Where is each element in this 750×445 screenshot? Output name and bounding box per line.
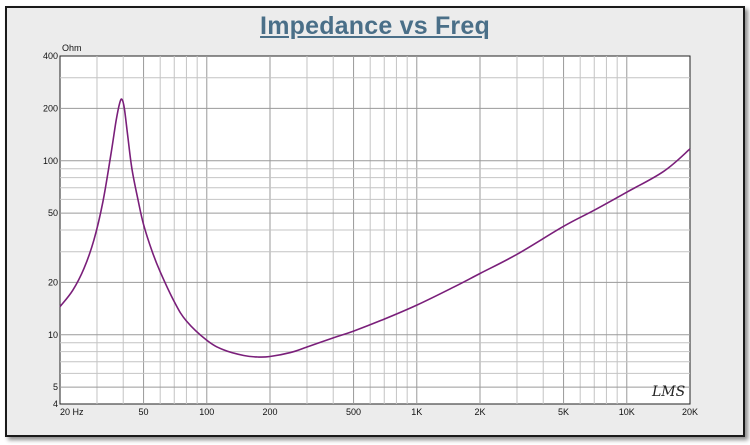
x-tick-label: 10K xyxy=(619,407,635,417)
y-tick-label: 200 xyxy=(43,103,58,113)
y-tick-label: 5 xyxy=(53,382,58,392)
x-tick-label: 500 xyxy=(346,407,361,417)
grid xyxy=(60,56,690,404)
x-tick-label: 2K xyxy=(474,407,485,417)
y-axis-ticks: 400 200 100 50 20 10 5 4 xyxy=(43,51,58,409)
y-tick-label: 4 xyxy=(53,399,58,409)
x-axis-ticks: 20 Hz 50 100 200 500 1K 2K 5K 10K 20K xyxy=(60,407,698,417)
y-tick-label: 400 xyxy=(43,51,58,61)
x-tick-label: 20K xyxy=(682,407,698,417)
x-tick-label: 100 xyxy=(199,407,214,417)
lms-logo: LMS xyxy=(651,384,685,400)
y-axis-label: Ohm xyxy=(62,43,82,53)
y-tick-label: 10 xyxy=(48,330,58,340)
y-tick-label: 50 xyxy=(48,208,58,218)
x-tick-label: 1K xyxy=(411,407,422,417)
x-tick-label: 200 xyxy=(262,407,277,417)
impedance-curve xyxy=(59,98,691,358)
x-tick-label: 20 Hz xyxy=(60,407,84,417)
x-tick-label: 50 xyxy=(139,407,149,417)
y-tick-label: 20 xyxy=(48,277,58,287)
chart-title: Impedance vs Freq xyxy=(260,12,490,40)
x-tick-label: 5K xyxy=(558,407,569,417)
y-tick-label: 100 xyxy=(43,156,58,166)
